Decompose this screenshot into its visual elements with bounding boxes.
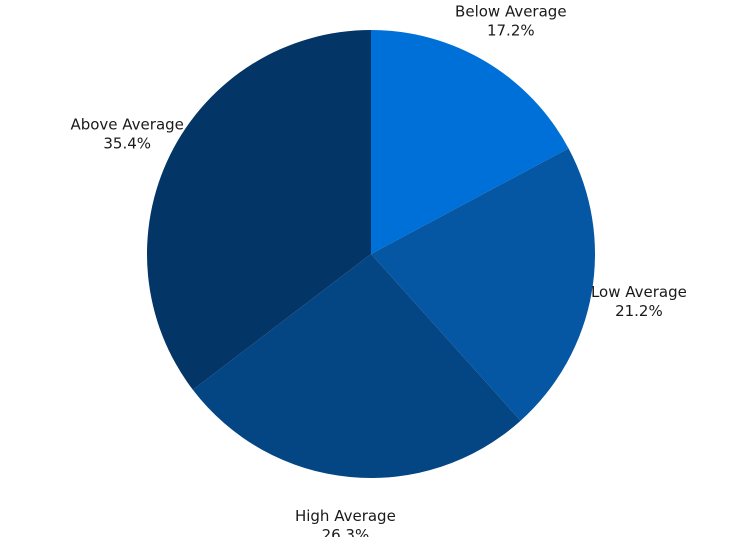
pie-label-category: Below Average — [455, 3, 567, 21]
pie-label-category: Low Average — [591, 283, 687, 301]
pie-slice-high-average — [192, 254, 521, 479]
pie-label-value: 26.3% — [322, 526, 370, 537]
pie-slice-above-average — [146, 30, 371, 390]
pie-label-value: 35.4% — [103, 134, 151, 152]
pie-label-category: Above Average — [70, 115, 183, 133]
pie-label-category: High Average — [295, 507, 396, 525]
pie-slice-low-average — [371, 148, 596, 421]
pie-slice-below-average — [371, 30, 569, 254]
pie-slices — [146, 30, 596, 479]
pie-label-value: 17.2% — [487, 22, 535, 40]
pie-label-value: 21.2% — [615, 302, 663, 320]
